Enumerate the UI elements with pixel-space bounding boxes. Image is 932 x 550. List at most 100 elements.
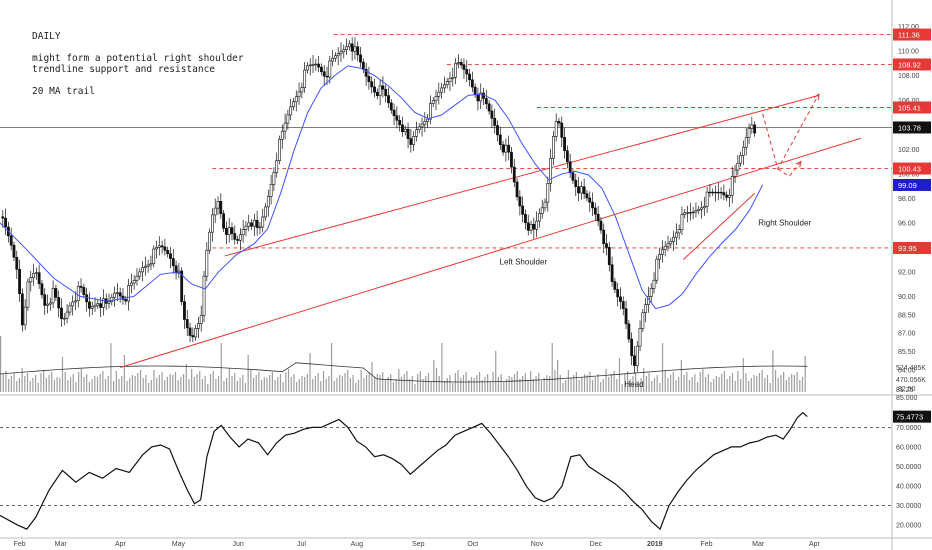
candle-body [616, 289, 620, 298]
candle-body [138, 271, 142, 277]
volume-bar [134, 376, 136, 392]
time-tick-label: 2019 [647, 541, 663, 548]
candle-body [389, 102, 393, 111]
volume-bar [476, 375, 478, 392]
volume-bar [621, 384, 623, 392]
candle-body [403, 128, 407, 133]
candle-body [185, 319, 189, 329]
volume-bar [368, 372, 370, 392]
candle-body [269, 184, 273, 197]
candle-body [532, 224, 536, 230]
volume-bar [801, 377, 804, 392]
volume-bar [443, 381, 446, 392]
candle-body [688, 212, 692, 214]
candle-body [694, 210, 698, 213]
candle-body [76, 286, 80, 302]
volume-bar [618, 358, 621, 392]
volume-bar [309, 353, 311, 392]
volume-bar [804, 356, 806, 392]
candle-body [85, 294, 89, 303]
trendline [224, 94, 819, 257]
price-level-badge [893, 28, 931, 41]
volume-bar [651, 381, 653, 392]
volume-bar [317, 373, 319, 392]
candle-body [599, 220, 603, 231]
candle-body [1, 216, 5, 219]
volume-bar [244, 383, 247, 392]
volume-ma-line [0, 362, 808, 383]
candle-body [498, 134, 502, 145]
volume-bar [610, 374, 613, 392]
annotation-timeframe: DAILY [32, 31, 61, 42]
volume-bar [524, 373, 526, 392]
candle-body [465, 69, 469, 75]
volume-bar [503, 382, 505, 392]
candle-body [412, 136, 416, 145]
volume-bar [581, 377, 583, 392]
volume-bar [193, 377, 195, 392]
candle-body [658, 254, 662, 260]
volume-bar [88, 382, 90, 392]
volume-bar [750, 378, 752, 392]
volume-bar [567, 370, 569, 392]
volume-bar [374, 377, 376, 392]
volume-bar [231, 376, 233, 392]
candle-body [392, 109, 396, 117]
candle-body [132, 280, 136, 284]
volume-bar [535, 376, 537, 392]
candle-body [325, 75, 329, 78]
candle-body [753, 124, 757, 134]
candle-body [152, 248, 156, 265]
volume-bar [69, 377, 72, 392]
volume-bar [562, 383, 564, 392]
candle-body [308, 64, 312, 67]
projection-arrowhead [813, 93, 820, 101]
candle-body [364, 69, 368, 77]
rsi-tick-label: 50.0000 [896, 464, 921, 471]
volume-bar [653, 378, 656, 392]
candle-body [230, 227, 234, 234]
candle-body [331, 57, 334, 62]
candle-body [605, 243, 608, 248]
candle-body [700, 207, 703, 210]
candle-body [649, 288, 653, 297]
candle-body [350, 43, 354, 52]
candle-body [395, 115, 399, 121]
volume-bar [527, 381, 529, 392]
candle-body [504, 144, 508, 153]
candle-body [744, 137, 748, 148]
candle-body [638, 328, 642, 347]
volume-bar [282, 382, 284, 392]
volume-bar [59, 378, 61, 392]
volume-bar [150, 380, 152, 392]
candle-body [593, 207, 597, 215]
annotation-line2: trendline support and resistance [32, 64, 216, 75]
volume-bar [748, 381, 750, 392]
volume-bar [252, 378, 255, 392]
volume-bar [793, 375, 796, 392]
candle-body [543, 201, 547, 209]
volume-bar [234, 373, 236, 392]
candle-body [157, 245, 161, 248]
volume-bar [217, 376, 220, 392]
volume-bar [487, 374, 489, 392]
volume-bar [347, 370, 349, 392]
volume-bar [551, 343, 553, 392]
price-tick-label: 84.00 [898, 367, 916, 374]
volume-bar [766, 375, 769, 392]
volume-bar [349, 378, 352, 392]
price-level-badge-label: 108.92 [898, 60, 921, 69]
candle-body [60, 307, 63, 320]
volume-bar [559, 375, 561, 392]
candle-body [4, 217, 7, 228]
candle-body [588, 197, 592, 203]
volume-bar [664, 370, 666, 392]
volume-bar [710, 382, 712, 392]
volume-bar [500, 374, 502, 392]
candle-body [241, 229, 245, 236]
candle-body [708, 191, 712, 194]
volume-bar [339, 375, 341, 392]
candle-body [551, 136, 555, 159]
volume-bar [578, 380, 580, 392]
